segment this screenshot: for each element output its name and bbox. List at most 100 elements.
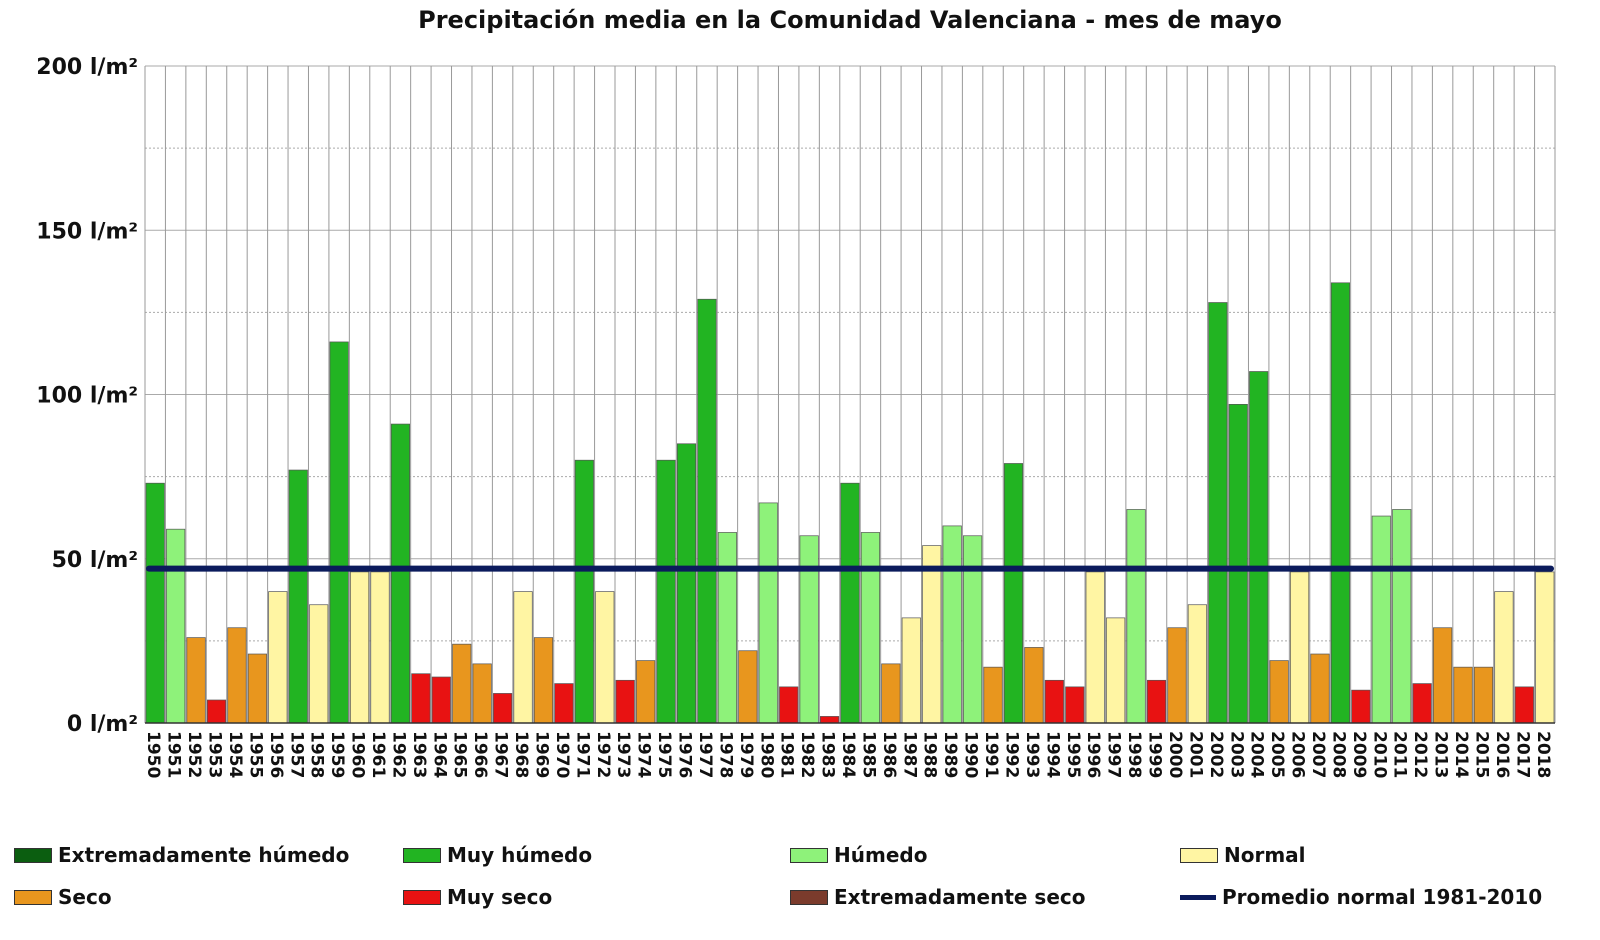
bar-2006 bbox=[1289, 571, 1310, 724]
x-tick-label: 1959 bbox=[327, 731, 347, 778]
x-tick-label: 1957 bbox=[286, 731, 306, 778]
x-tick-label: 2002 bbox=[1206, 731, 1226, 778]
x-tick-label: 2016 bbox=[1492, 731, 1512, 778]
bar-1993 bbox=[1024, 647, 1044, 724]
x-tick-label: 2008 bbox=[1328, 731, 1348, 778]
x-tick-label: 1983 bbox=[818, 731, 838, 778]
x-tick-label: 2012 bbox=[1410, 731, 1430, 778]
bar-2012 bbox=[1412, 683, 1432, 724]
bar-1994 bbox=[1044, 679, 1064, 724]
x-tick-label: 1998 bbox=[1124, 731, 1144, 778]
bar-1956 bbox=[268, 591, 288, 724]
legend-item-ms: Muy seco bbox=[403, 885, 552, 909]
x-tick-label: 1980 bbox=[756, 731, 776, 778]
bar-2017 bbox=[1514, 686, 1534, 724]
x-tick-label: 1982 bbox=[797, 731, 817, 778]
x-tick-label: 1993 bbox=[1022, 731, 1042, 778]
bar-1971 bbox=[574, 459, 594, 724]
legend-label: Extremadamente seco bbox=[834, 885, 1086, 909]
bar-1950 bbox=[145, 482, 165, 724]
bar-1998 bbox=[1126, 509, 1146, 724]
bar-1982 bbox=[799, 535, 819, 724]
x-tick-label: 1956 bbox=[266, 731, 286, 778]
x-tick-label: 1964 bbox=[429, 731, 449, 778]
bar-1958 bbox=[309, 604, 329, 724]
x-tick-label: 1992 bbox=[1001, 731, 1021, 778]
x-tick-label: 1984 bbox=[838, 731, 858, 778]
bar-1984 bbox=[840, 482, 860, 724]
bar-1955 bbox=[247, 653, 267, 724]
x-tick-label: 1953 bbox=[205, 731, 225, 778]
x-tick-label: 1971 bbox=[572, 731, 592, 778]
bar-1974 bbox=[636, 660, 656, 724]
legend-swatch bbox=[403, 889, 441, 905]
bar-1967 bbox=[493, 693, 513, 724]
x-tick-label: 1977 bbox=[695, 731, 715, 778]
legend-item-n: Normal bbox=[1180, 843, 1306, 867]
legend-item-eh: Extremadamente húmedo bbox=[14, 843, 349, 867]
x-tick-label: 2013 bbox=[1431, 731, 1451, 778]
y-tick-label: 50 l/m² bbox=[52, 548, 138, 573]
x-tick-label: 1995 bbox=[1063, 731, 1083, 778]
legend-swatch bbox=[790, 889, 828, 905]
legend-swatch bbox=[1180, 847, 1218, 863]
bar-1997 bbox=[1106, 617, 1126, 724]
x-tick-label: 1952 bbox=[184, 731, 204, 778]
bar-1960 bbox=[349, 571, 370, 724]
bar-1981 bbox=[779, 686, 799, 724]
bar-1991 bbox=[983, 666, 1003, 724]
legend-label: Muy seco bbox=[447, 885, 553, 909]
x-tick-label: 1985 bbox=[858, 731, 878, 778]
y-tick-label: 200 l/m² bbox=[36, 55, 138, 80]
bar-1989 bbox=[942, 525, 962, 724]
bar-2014 bbox=[1453, 666, 1473, 724]
legend-label: Húmedo bbox=[834, 843, 928, 867]
x-tick-label: 2018 bbox=[1533, 731, 1553, 778]
bar-1961 bbox=[370, 571, 390, 724]
bar-2007 bbox=[1310, 653, 1330, 724]
legend-label: Extremadamente húmedo bbox=[58, 843, 350, 867]
x-tick-label: 2010 bbox=[1369, 731, 1389, 778]
bar-1964 bbox=[431, 676, 451, 724]
legend-label: Seco bbox=[58, 885, 112, 909]
bar-1975 bbox=[656, 459, 676, 724]
legend-swatch bbox=[14, 847, 52, 863]
x-tick-label: 1978 bbox=[715, 731, 735, 778]
x-tick-label: 1960 bbox=[348, 731, 368, 778]
bar-1953 bbox=[206, 699, 227, 724]
bar-1987 bbox=[901, 617, 921, 724]
bar-1973 bbox=[615, 679, 635, 724]
x-tick-label: 1950 bbox=[143, 731, 163, 778]
legend-item-l: Promedio normal 1981-2010 bbox=[1180, 885, 1542, 909]
x-tick-label: 1990 bbox=[961, 731, 981, 778]
bar-1954 bbox=[227, 627, 247, 724]
legend-item-mh: Muy húmedo bbox=[403, 843, 592, 867]
bar-2002 bbox=[1208, 302, 1228, 724]
bar-1972 bbox=[595, 591, 615, 724]
x-tick-label: 1997 bbox=[1104, 731, 1124, 778]
x-tick-label: 1958 bbox=[307, 731, 327, 778]
x-tick-label: 1967 bbox=[491, 731, 511, 778]
legend-swatch bbox=[1180, 894, 1216, 900]
y-tick-label: 0 l/m² bbox=[67, 712, 138, 737]
x-tick-label: 1970 bbox=[552, 731, 572, 778]
bar-1957 bbox=[288, 469, 308, 724]
x-tick-label: 1969 bbox=[531, 731, 551, 778]
legend-label: Muy húmedo bbox=[447, 843, 593, 867]
x-tick-label: 1994 bbox=[1042, 731, 1062, 778]
bar-chart: 0 l/m² 50 l/m² 100 l/m² 150 l/m² 200 l/m² 195… bbox=[36, 55, 1556, 778]
bar-1965 bbox=[452, 643, 472, 724]
legend-label: Promedio normal 1981-2010 bbox=[1222, 885, 1543, 909]
x-tick-label: 2005 bbox=[1267, 731, 1287, 778]
bar-1986 bbox=[881, 663, 901, 724]
x-tick-label: 2017 bbox=[1512, 731, 1532, 778]
x-tick-label: 1963 bbox=[409, 731, 429, 778]
bar-1979 bbox=[738, 650, 758, 724]
x-tick-label: 1974 bbox=[634, 731, 654, 778]
legend-item-s: Seco bbox=[14, 885, 112, 909]
x-tick-label: 2011 bbox=[1390, 731, 1410, 778]
bar-2011 bbox=[1392, 509, 1412, 724]
x-tick-label: 1999 bbox=[1145, 731, 1165, 778]
bar-2000 bbox=[1167, 627, 1187, 724]
x-tick-label: 1968 bbox=[511, 731, 531, 778]
